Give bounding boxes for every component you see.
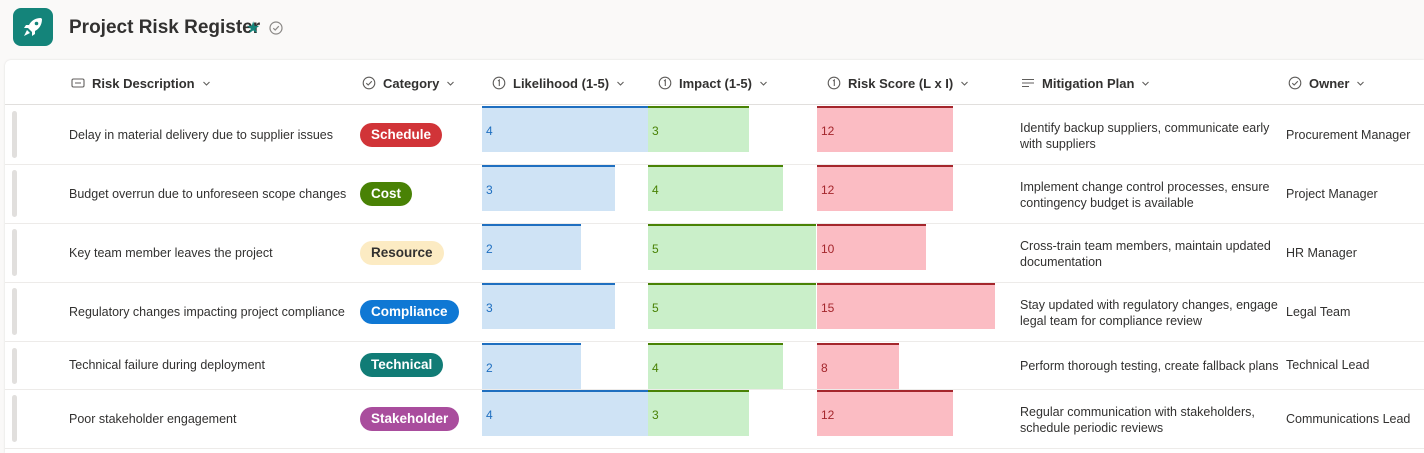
column-header-risk-score[interactable]: Risk Score (L x I) [827, 74, 969, 92]
chevron-down-icon [617, 81, 624, 86]
row-drag-handle[interactable] [12, 229, 17, 276]
risk-score-bar[interactable]: 12 [817, 106, 953, 152]
likelihood-bar[interactable]: 4 [482, 390, 648, 436]
impact-bar[interactable]: 5 [648, 283, 816, 329]
likelihood-bar[interactable]: 2 [482, 343, 581, 389]
risk-description-cell[interactable]: Regulatory changes impacting project com… [69, 305, 345, 319]
chevron-down-icon [961, 81, 969, 86]
row-drag-handle[interactable] [12, 111, 17, 158]
column-header-owner[interactable]: Owner [1288, 74, 1365, 92]
list-grid: Risk Description Category Likelihood (1-… [5, 60, 1424, 453]
column-header-category[interactable]: Category [362, 74, 455, 92]
table-row[interactable]: Delay in material delivery due to suppli… [5, 106, 1424, 165]
row-drag-handle[interactable] [12, 170, 17, 217]
mitigation-plan-cell[interactable]: Identify backup suppliers, communicate e… [1020, 121, 1270, 151]
owner-cell[interactable]: Legal Team [1286, 305, 1351, 319]
column-header-risk-description[interactable]: Risk Description [71, 74, 211, 92]
category-badge[interactable]: Compliance [360, 300, 459, 324]
check-circle-icon[interactable] [269, 21, 283, 35]
number-icon [492, 76, 506, 90]
rocket-icon[interactable] [13, 8, 53, 46]
column-header-row: Risk Description Category Likelihood (1-… [5, 60, 1424, 105]
page-header: Project Risk Register ★ [0, 0, 1424, 60]
row-drag-handle[interactable] [12, 348, 17, 384]
risk-score-bar[interactable]: 15 [817, 283, 995, 329]
table-row[interactable]: Poor stakeholder engagement Stakeholder 4 3… [5, 390, 1424, 449]
impact-bar[interactable]: 3 [648, 106, 749, 152]
likelihood-bar[interactable]: 2 [482, 224, 581, 270]
risk-description-cell[interactable]: Budget overrun due to unforeseen scope c… [69, 187, 347, 201]
row-drag-handle[interactable] [12, 395, 17, 442]
category-badge[interactable]: Resource [360, 241, 444, 265]
multiline-text-icon [1022, 78, 1034, 88]
table-row[interactable]: Technical failure during deployment Techn… [5, 342, 1424, 390]
category-badge[interactable]: Technical [360, 353, 444, 377]
table-row[interactable]: Key team member leaves the project Resour… [5, 224, 1424, 283]
mitigation-plan-cell[interactable]: Perform thorough testing, create fallbac… [1020, 359, 1279, 373]
chevron-down-icon [1357, 81, 1365, 86]
mitigation-plan-cell[interactable]: Stay updated with regulatory changes, en… [1020, 298, 1278, 328]
impact-bar[interactable]: 4 [648, 343, 783, 389]
choice-icon [1288, 76, 1302, 90]
category-badge[interactable]: Stakeholder [360, 407, 460, 431]
chevron-down-icon [447, 81, 455, 86]
owner-cell[interactable]: Communications Lead [1286, 412, 1411, 426]
column-header-mitigation-plan[interactable]: Mitigation Plan [1021, 74, 1150, 92]
text-field-icon [71, 78, 85, 88]
table-row[interactable]: Budget overrun due to unforeseen scope c… [5, 165, 1424, 224]
risk-score-bar[interactable]: 10 [817, 224, 926, 270]
table-row[interactable]: Regulatory changes impacting project com… [5, 283, 1424, 342]
page-title: Project Risk Register [69, 17, 261, 38]
column-header-likelihood[interactable]: Likelihood (1-5) [492, 74, 625, 92]
chevron-down-icon [202, 81, 210, 86]
owner-cell[interactable]: Procurement Manager [1286, 128, 1411, 142]
mitigation-plan-cell[interactable]: Implement change control processes, ensu… [1020, 180, 1270, 210]
impact-bar[interactable]: 4 [648, 165, 783, 211]
risk-score-bar[interactable]: 12 [817, 390, 953, 436]
impact-bar[interactable]: 5 [648, 224, 816, 270]
risk-description-cell[interactable]: Delay in material delivery due to suppli… [69, 128, 334, 142]
number-icon [658, 76, 672, 90]
owner-cell[interactable]: HR Manager [1286, 246, 1357, 260]
owner-cell[interactable]: Technical Lead [1286, 358, 1370, 372]
number-icon [827, 76, 841, 90]
category-badge[interactable]: Schedule [360, 123, 443, 147]
risk-description-cell[interactable]: Poor stakeholder engagement [69, 412, 237, 426]
chevron-down-icon [760, 81, 767, 86]
chevron-down-icon [1142, 81, 1150, 86]
impact-bar[interactable]: 3 [648, 390, 749, 436]
risk-score-bar[interactable]: 8 [817, 343, 899, 389]
risk-score-bar[interactable]: 12 [817, 165, 953, 211]
column-header-impact[interactable]: Impact (1-5) [658, 74, 768, 92]
category-badge[interactable]: Cost [360, 182, 412, 206]
likelihood-bar[interactable]: 3 [482, 165, 615, 211]
favorite-star-icon[interactable]: ★ [246, 20, 261, 37]
row-drag-handle[interactable] [12, 288, 17, 335]
mitigation-plan-cell[interactable]: Regular communication with stakeholders,… [1020, 405, 1255, 435]
owner-cell[interactable]: Project Manager [1286, 187, 1378, 201]
likelihood-bar[interactable]: 4 [482, 106, 648, 152]
likelihood-bar[interactable]: 3 [482, 283, 615, 329]
risk-description-cell[interactable]: Technical failure during deployment [69, 358, 265, 372]
mitigation-plan-cell[interactable]: Cross-train team members, maintain updat… [1020, 239, 1271, 269]
choice-icon [362, 76, 376, 90]
risk-description-cell[interactable]: Key team member leaves the project [69, 246, 273, 260]
